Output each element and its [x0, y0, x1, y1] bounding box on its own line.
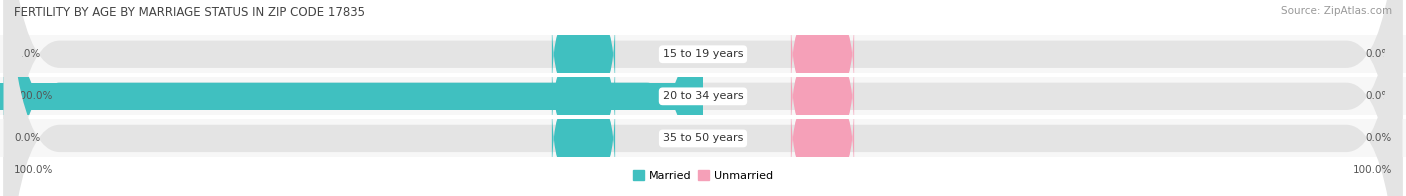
Text: 15 to 19 years: 15 to 19 years: [662, 49, 744, 59]
FancyBboxPatch shape: [790, 51, 855, 142]
Text: 100.0%: 100.0%: [1353, 165, 1392, 175]
Text: 100.0%: 100.0%: [14, 165, 53, 175]
FancyBboxPatch shape: [3, 0, 1403, 196]
FancyBboxPatch shape: [551, 51, 616, 142]
FancyBboxPatch shape: [3, 0, 1403, 196]
FancyBboxPatch shape: [551, 93, 616, 184]
Text: 20 to 34 years: 20 to 34 years: [662, 91, 744, 101]
Bar: [0, 83, 703, 110]
Text: Source: ZipAtlas.com: Source: ZipAtlas.com: [1281, 6, 1392, 16]
Text: FERTILITY BY AGE BY MARRIAGE STATUS IN ZIP CODE 17835: FERTILITY BY AGE BY MARRIAGE STATUS IN Z…: [14, 6, 366, 19]
FancyBboxPatch shape: [3, 0, 703, 196]
FancyBboxPatch shape: [790, 9, 855, 99]
Text: 0.0%: 0.0%: [1365, 91, 1392, 101]
Legend: Married, Unmarried: Married, Unmarried: [628, 166, 778, 186]
Text: 0.0%: 0.0%: [1365, 49, 1392, 59]
Text: 0.0%: 0.0%: [14, 49, 41, 59]
FancyBboxPatch shape: [790, 93, 855, 184]
Text: 0.0%: 0.0%: [1365, 133, 1392, 143]
FancyBboxPatch shape: [3, 0, 1403, 196]
FancyBboxPatch shape: [551, 9, 616, 99]
Text: 0.0%: 0.0%: [14, 133, 41, 143]
Text: 100.0%: 100.0%: [14, 91, 53, 101]
Text: 35 to 50 years: 35 to 50 years: [662, 133, 744, 143]
